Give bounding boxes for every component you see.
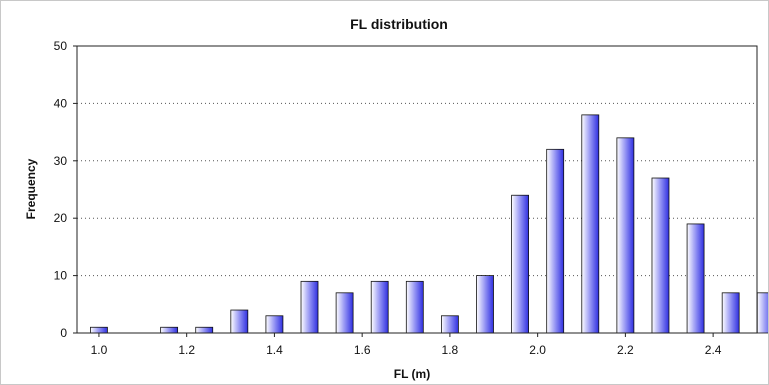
histogram-bar [476,275,494,334]
x-tick-label: 1.0 [91,343,108,357]
y-axis-label: Frequency [24,158,38,219]
histogram-bar [195,326,214,334]
histogram-bar [651,177,670,334]
histogram-bar [335,292,354,334]
y-tick-label: 30 [54,154,68,168]
histogram-bar [160,326,179,334]
histogram-bar [686,223,705,334]
x-axis-label: FL (m) [394,367,430,381]
y-tick-label: 10 [54,269,68,283]
bars [90,114,768,334]
y-tick-label: 50 [54,39,68,53]
x-tick-label: 2.2 [617,343,634,357]
y-tick-label: 20 [54,211,68,225]
histogram-bar [90,326,108,334]
grid-lines [77,102,757,277]
histogram-bar [300,280,319,334]
histogram-bar [721,292,740,334]
histogram-bar [370,280,389,334]
x-tick-label: 1.8 [442,343,459,357]
histogram-bar [511,194,529,334]
chart-title: FL distribution [350,16,448,32]
histogram-bar [581,114,600,334]
histogram-bar [405,280,424,334]
plot-area-border [76,45,758,334]
x-tick-label: 2.4 [705,343,722,357]
x-tick-label: 2.0 [529,343,546,357]
x-tick-label: 1.4 [266,343,283,357]
y-tick-label: 0 [60,326,67,340]
histogram-bar [230,309,249,334]
y-tick-label: 40 [54,96,68,110]
histogram-bar [441,315,459,334]
histogram-bar [616,137,635,334]
histogram-bar [265,315,284,334]
y-axis-ticks: 0 10 20 30 40 50 [54,39,77,340]
x-axis-ticks: 1.0 1.2 1.4 1.6 1.8 2.0 2.2 2.4 [91,333,722,357]
histogram-bar [546,148,565,334]
x-tick-label: 1.2 [178,343,195,357]
histogram-bar [756,292,768,334]
x-tick-label: 1.6 [354,343,371,357]
